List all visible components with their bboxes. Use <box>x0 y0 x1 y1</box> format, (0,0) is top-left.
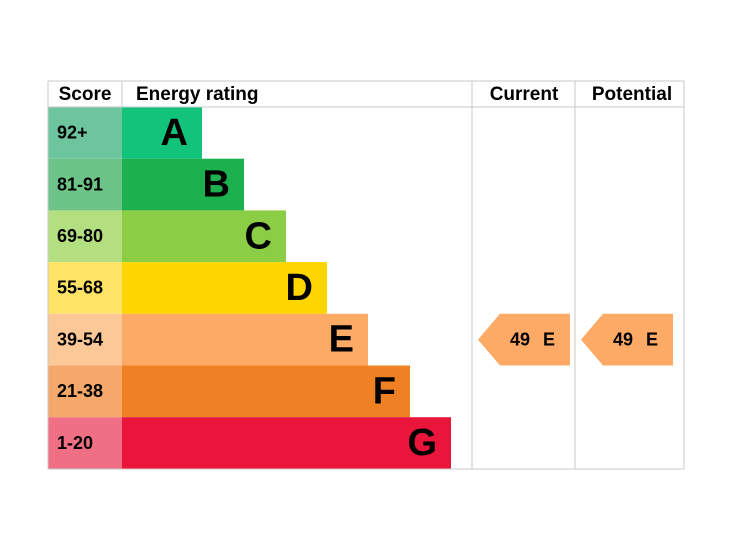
band-letter: G <box>407 422 437 464</box>
band-letter: D <box>286 267 313 309</box>
score-cell <box>48 210 122 263</box>
header-current: Current <box>490 84 559 105</box>
score-cell <box>48 107 122 159</box>
band-letter: F <box>373 370 396 412</box>
rating-bar <box>122 262 327 314</box>
table-borders <box>47 80 685 470</box>
score-range: 81-91 <box>57 174 103 194</box>
current-arrow <box>478 313 570 366</box>
score-cell <box>48 262 122 314</box>
score-range: 55-68 <box>57 278 103 298</box>
rating-bar <box>122 417 451 469</box>
band-letter: C <box>245 215 272 257</box>
potential-band: E <box>646 329 658 349</box>
score-range: 69-80 <box>57 226 103 246</box>
potential-value: 49 <box>613 329 633 349</box>
score-cell <box>48 365 122 418</box>
header-potential: Potential <box>592 84 672 105</box>
rating-bar <box>122 210 286 263</box>
rating-bar <box>122 365 410 418</box>
band-letter: E <box>329 319 354 361</box>
band-letter: A <box>161 112 188 154</box>
score-range: 39-54 <box>57 329 103 349</box>
rating-bar <box>122 107 202 159</box>
score-range: 21-38 <box>57 381 103 401</box>
header-score: Score <box>59 84 112 105</box>
score-range: 92+ <box>57 123 88 143</box>
score-range: 1-20 <box>57 433 93 453</box>
rating-bar <box>122 158 244 211</box>
rating-bar <box>122 313 368 366</box>
current-value: 49 <box>510 329 530 349</box>
band-letter: B <box>203 164 230 206</box>
current-band: E <box>543 329 555 349</box>
score-cell <box>48 417 122 469</box>
potential-arrow <box>581 313 673 366</box>
header-rating: Energy rating <box>136 84 258 105</box>
score-cell <box>48 158 122 211</box>
score-cell <box>48 313 122 366</box>
